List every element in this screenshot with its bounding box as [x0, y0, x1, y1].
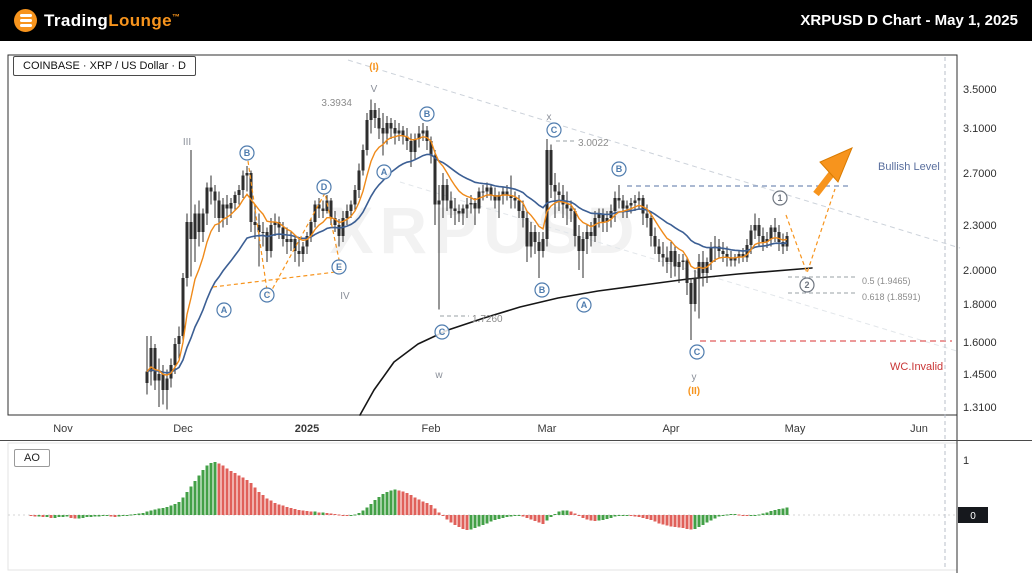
price-chart-canvas[interactable]: XRPUSDIIIABCDEIV3.3934V(I)ABCw1.7260xC3.… [0, 41, 1032, 441]
svg-text:1: 1 [777, 193, 782, 203]
brand-name-trading: Trading [44, 11, 109, 30]
svg-text:(I): (I) [369, 62, 378, 73]
svg-text:Feb: Feb [422, 423, 441, 435]
svg-text:x: x [547, 112, 552, 123]
ao-axis[interactable]: 10 [956, 441, 988, 573]
ao-panel-canvas[interactable]: 10 [0, 441, 1032, 573]
svg-text:3.1000: 3.1000 [963, 123, 997, 135]
brand-name-lounge: Lounge [108, 11, 172, 30]
svg-text:2.7000: 2.7000 [963, 168, 997, 180]
ao-histogram [29, 462, 789, 530]
svg-text:1: 1 [963, 455, 969, 467]
svg-text:(II): (II) [688, 386, 700, 397]
svg-text:B: B [539, 285, 546, 295]
brand-logo[interactable]: TradingLounge™ [14, 9, 180, 32]
svg-text:1.6000: 1.6000 [963, 337, 997, 349]
svg-text:C: C [551, 125, 558, 135]
svg-text:V: V [371, 84, 378, 95]
svg-text:2: 2 [804, 280, 809, 290]
svg-text:C: C [264, 290, 271, 300]
svg-text:Apr: Apr [662, 423, 679, 435]
svg-text:2.0000: 2.0000 [963, 265, 997, 277]
svg-text:A: A [221, 305, 228, 315]
level-lines [347, 59, 961, 353]
svg-text:D: D [321, 182, 328, 192]
svg-text:1.4500: 1.4500 [963, 369, 997, 381]
watermark: XRPUSD [329, 193, 640, 267]
candles-layer [145, 99, 789, 410]
svg-text:w: w [434, 370, 443, 381]
svg-text:1.7260: 1.7260 [472, 314, 503, 325]
time-axis[interactable]: Nov Dec 2025 Feb Mar Apr May Jun [53, 423, 928, 435]
svg-text:IV: IV [340, 291, 350, 302]
ao-indicator-label[interactable]: AO [14, 449, 50, 467]
svg-text:Jun: Jun [910, 423, 928, 435]
svg-text:Dec: Dec [173, 423, 193, 435]
svg-text:B: B [244, 148, 251, 158]
svg-text:Nov: Nov [53, 423, 73, 435]
svg-text:3.5000: 3.5000 [963, 84, 997, 96]
symbol-button[interactable]: COINBASE · XRP / US Dollar · D [13, 56, 196, 76]
ao-value-badge: 0 [958, 507, 988, 523]
svg-text:A: A [381, 167, 388, 177]
svg-text:y: y [692, 372, 697, 383]
ao-plot-border [7, 442, 958, 571]
price-axis[interactable]: 3.5000 3.1000 2.7000 2.3000 2.0000 1.8000 1.60… [956, 55, 997, 440]
svg-text:B: B [616, 164, 623, 174]
svg-text:0.618 (1.8591): 0.618 (1.8591) [862, 292, 921, 302]
page-title: XRPUSD D Chart - May 1, 2025 [800, 12, 1018, 29]
elliott-wave-annotations: IIIABCDEIV3.3934V(I)ABCw1.7260xC3.0022BA… [183, 62, 943, 397]
svg-text:E: E [336, 262, 342, 272]
svg-text:0: 0 [970, 511, 976, 522]
svg-text:Bullish Level: Bullish Level [878, 161, 940, 173]
svg-text:0.5 (1.9465): 0.5 (1.9465) [862, 276, 911, 286]
svg-text:C: C [694, 347, 701, 357]
ema-slow-line [146, 153, 788, 374]
svg-text:3.3934: 3.3934 [321, 98, 352, 109]
svg-text:May: May [785, 423, 806, 435]
svg-text:A: A [581, 300, 588, 310]
svg-text:Mar: Mar [538, 423, 557, 435]
brand-logo-icon [14, 9, 37, 32]
svg-text:C: C [439, 327, 446, 337]
wave-lines [212, 160, 836, 299]
svg-text:2025: 2025 [295, 423, 319, 435]
svg-text:WC.Invalid: WC.Invalid [890, 361, 943, 373]
svg-text:1.3100: 1.3100 [963, 402, 997, 414]
svg-text:III: III [183, 137, 191, 148]
brand-wordmark: TradingLounge™ [44, 12, 180, 29]
svg-text:B: B [424, 109, 431, 119]
svg-text:3.0022: 3.0022 [578, 138, 609, 149]
svg-text:1.8000: 1.8000 [963, 299, 997, 311]
header-bar: TradingLounge™ XRPUSD D Chart - May 1, 2… [0, 0, 1032, 41]
brand-trademark-symbol: ™ [171, 12, 181, 22]
svg-text:2.3000: 2.3000 [963, 220, 997, 232]
bullish-arrow-icon [813, 147, 853, 197]
